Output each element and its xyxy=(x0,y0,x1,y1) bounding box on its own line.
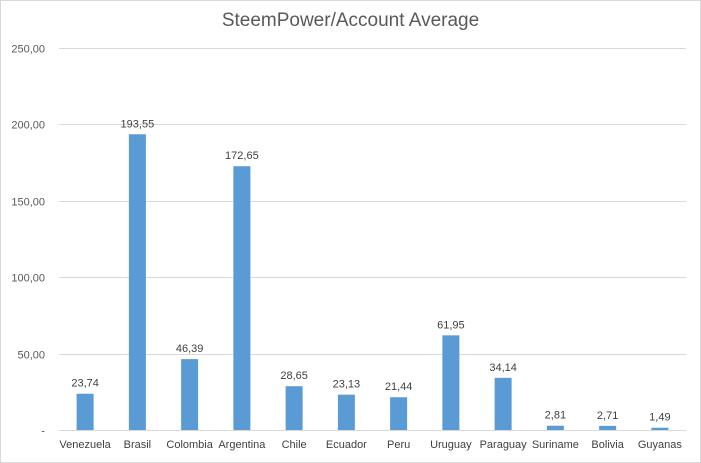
data-label: 172,65 xyxy=(225,150,259,162)
y-tick-label: 100,00 xyxy=(11,273,45,285)
category-label: Uruguay xyxy=(430,439,472,451)
bar xyxy=(337,394,355,430)
y-axis-tick-labels: - 50,00 100,00 150,00 200,00 250,00 xyxy=(11,44,45,438)
data-label: 61,95 xyxy=(437,319,465,331)
category-label: Venezuela xyxy=(59,439,111,451)
y-tick-label: 150,00 xyxy=(11,197,45,209)
data-label: 193,55 xyxy=(121,118,155,130)
bar xyxy=(546,425,564,430)
category-label: Bolivia xyxy=(591,439,624,451)
data-label: 2,71 xyxy=(597,410,618,422)
data-label: 23,13 xyxy=(333,379,361,391)
category-label: Peru xyxy=(387,439,410,451)
category-label: Chile xyxy=(282,439,307,451)
data-label: 2,81 xyxy=(545,410,566,422)
bar xyxy=(599,425,617,430)
category-label: Suriname xyxy=(532,439,579,451)
data-label: 34,14 xyxy=(489,362,517,374)
gridlines xyxy=(59,48,686,431)
y-tick-label: 250,00 xyxy=(11,44,45,56)
category-label: Guyanas xyxy=(638,439,683,451)
y-tick-label: - xyxy=(41,426,45,438)
bar xyxy=(285,386,303,430)
bar xyxy=(390,397,408,430)
y-tick-label: 200,00 xyxy=(11,120,45,132)
bar xyxy=(233,166,251,430)
data-label: 1,49 xyxy=(649,412,670,424)
x-axis-category-labels: Venezuela Brasil Colombia Argentina Chile Ecu… xyxy=(59,439,682,451)
bar xyxy=(651,427,669,430)
bars xyxy=(76,134,669,430)
data-labels: 23,74 193,55 46,39 172,65 28,65 23,13 21,44 61,… xyxy=(71,118,670,423)
data-label: 46,39 xyxy=(176,343,204,355)
category-label: Argentina xyxy=(218,439,266,451)
bar xyxy=(494,377,512,430)
category-label: Colombia xyxy=(166,439,213,451)
data-label: 28,65 xyxy=(280,370,308,382)
bar xyxy=(181,359,199,430)
y-tick-label: 50,00 xyxy=(17,350,45,362)
category-label: Ecuador xyxy=(326,439,367,451)
category-label: Brasil xyxy=(124,439,152,451)
bar xyxy=(128,134,146,430)
bar xyxy=(442,335,460,430)
data-label: 21,44 xyxy=(385,381,413,393)
chart-title: SteemPower/Account Average xyxy=(221,10,480,31)
bar xyxy=(76,393,94,430)
data-label: 23,74 xyxy=(71,378,99,390)
category-label: Paraguay xyxy=(480,439,528,451)
